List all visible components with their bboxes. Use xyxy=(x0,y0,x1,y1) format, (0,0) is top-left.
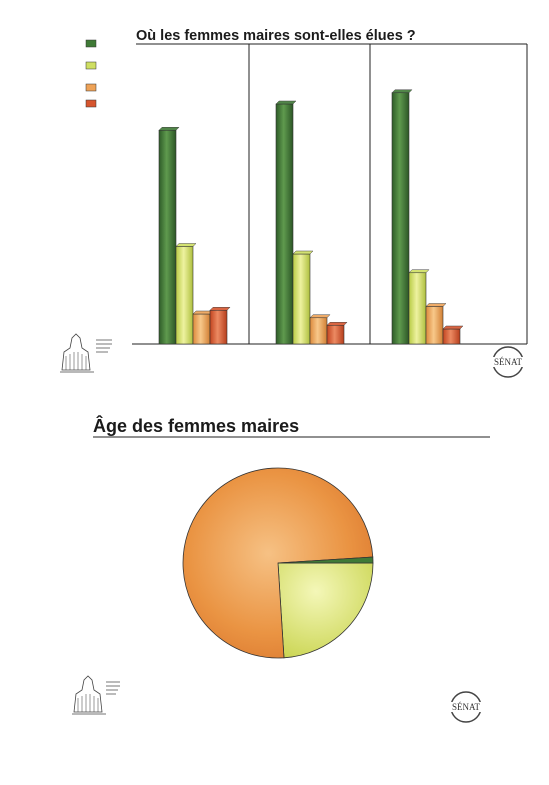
pie-slice-1 xyxy=(277,562,374,659)
bar-chart-bars xyxy=(158,89,464,345)
bar-1-0 xyxy=(175,246,194,345)
bar-3-2 xyxy=(442,328,461,345)
senat-logo-text-top: SÉNAT xyxy=(494,357,523,367)
bar-0-2 xyxy=(391,92,410,345)
bar-top-1-2 xyxy=(408,269,430,273)
legend-swatch-3 xyxy=(85,99,97,108)
bar-3-1 xyxy=(326,324,345,345)
bar-top-2-2 xyxy=(425,303,447,307)
bar-top-1-1 xyxy=(292,250,314,255)
legend-swatch-2 xyxy=(85,83,97,92)
bar-top-3-2 xyxy=(442,325,464,330)
bar-chart-legend xyxy=(85,39,97,108)
bar-2-2 xyxy=(425,306,444,345)
senat-logo-text-bottom: SÉNAT xyxy=(452,702,481,712)
bar-top-0-2 xyxy=(391,89,413,93)
bar-top-1-0 xyxy=(175,243,197,247)
bar-1-2 xyxy=(408,272,427,345)
bar-1-1 xyxy=(292,253,311,345)
senat-logo-bottom: SÉNAT xyxy=(448,691,484,723)
bar-top-2-1 xyxy=(309,314,331,318)
bar-0-0 xyxy=(158,129,177,345)
assembly-building-logo-top xyxy=(60,333,112,373)
pie-slice-0 xyxy=(182,467,374,659)
bar-2-1 xyxy=(309,317,328,345)
bar-3-0 xyxy=(209,309,228,345)
legend-swatch-1 xyxy=(85,61,97,70)
bar-top-0-0 xyxy=(158,127,180,131)
pie-chart-title: Âge des femmes maires xyxy=(93,415,299,436)
bar-chart-title: Où les femmes maires sont-elles élues ? xyxy=(136,28,416,44)
pie-slice-2 xyxy=(277,556,374,564)
bar-top-0-1 xyxy=(275,100,297,105)
bar-0-1 xyxy=(275,103,294,345)
senat-logo-top: SÉNAT xyxy=(490,346,526,378)
bar-2-0 xyxy=(192,313,211,345)
pie-chart-slices xyxy=(182,467,374,659)
bar-top-3-0 xyxy=(209,307,231,311)
assembly-building-logo-bottom xyxy=(72,675,120,715)
bar-top-3-1 xyxy=(326,322,348,326)
legend-swatch-0 xyxy=(85,39,97,48)
